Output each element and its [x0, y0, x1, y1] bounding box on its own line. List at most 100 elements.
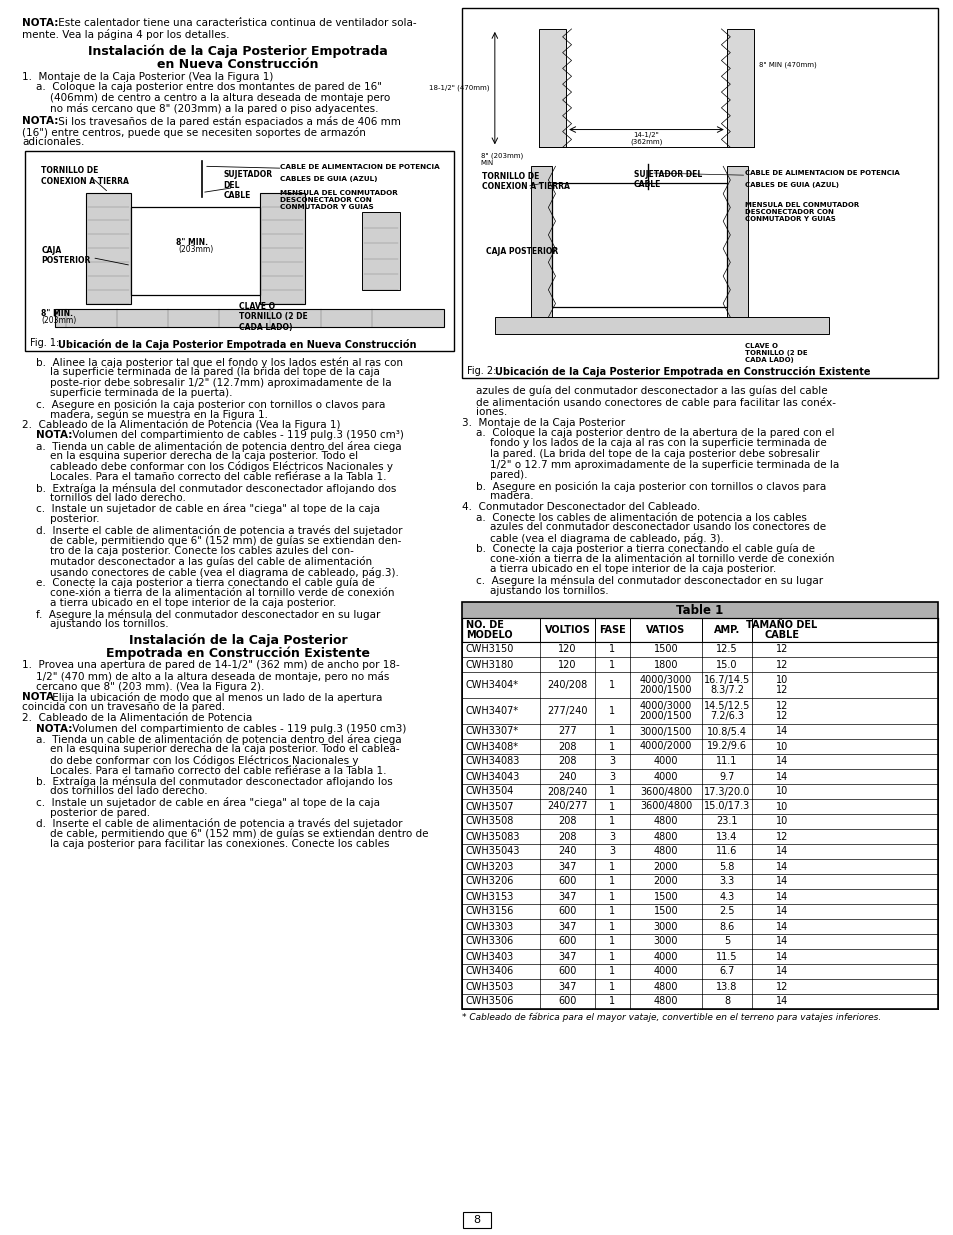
Text: 16.7/14.5
8.3/7.2: 16.7/14.5 8.3/7.2 [703, 674, 749, 695]
Text: coincida con un travesaño de la pared.: coincida con un travesaño de la pared. [22, 703, 225, 713]
Text: 240: 240 [558, 772, 577, 782]
Text: la superficie terminada de la pared (la brida del tope de la caja: la superficie terminada de la pared (la … [50, 367, 379, 377]
Text: a.  Tienda un cable de alimentación de potencia dentro del área ciega: a. Tienda un cable de alimentación de p… [36, 734, 401, 745]
Bar [461, 904, 937, 919]
Text: 4000: 4000 [653, 757, 678, 767]
Text: 2.  Cableado de la Alimentación de Potencia (Vea la Figura 1): 2. Cableado de la Alimentación de Poten… [22, 420, 340, 431]
Text: 4000/3000
2000/1500: 4000/3000 2000/1500 [639, 700, 692, 721]
Text: 8" MIN (470mm): 8" MIN (470mm) [758, 62, 816, 68]
Text: de alimentación usando conectores de cable para facilitar las conéx-: de alimentación usando conectores de ca… [476, 396, 835, 408]
Text: pared).: pared). [490, 471, 527, 480]
Text: CABLES DE GUIA (AZUL): CABLES DE GUIA (AZUL) [280, 177, 377, 182]
Bar [86, 193, 131, 304]
Text: 6.7: 6.7 [719, 967, 734, 977]
Text: 347: 347 [558, 921, 577, 931]
Text: Ubicación de la Caja Posterior Empotrada en Nueva Construcción: Ubicación de la Caja Posterior Empotrad… [58, 338, 416, 350]
Text: la pared. (La brida del tope de la caja posterior debe sobresalir: la pared. (La brida del tope de la caja … [490, 450, 819, 459]
Text: FASE: FASE [598, 625, 625, 635]
Text: 1: 1 [609, 921, 615, 931]
Text: 277/240: 277/240 [547, 706, 587, 716]
Text: CLAVE O
TORNILLO (2 DE
CADA LADO): CLAVE O TORNILLO (2 DE CADA LADO) [744, 342, 806, 363]
Bar [461, 784, 937, 799]
Text: en la esquina superior derecha de la caja posterior. Todo el cablea-: en la esquina superior derecha de la caj… [50, 745, 399, 755]
Text: VATIOS: VATIOS [646, 625, 685, 635]
Text: SUJETADOR
DEL
CABLE: SUJETADOR DEL CABLE [223, 170, 272, 200]
Text: CWH35043: CWH35043 [465, 846, 520, 857]
Text: 13.4: 13.4 [716, 831, 737, 841]
Text: (16") entre centros, puede que se necesiten soportes de armazón: (16") entre centros, puede que se necesi… [22, 126, 366, 137]
Text: CWH3408*: CWH3408* [465, 741, 518, 752]
Bar [538, 28, 566, 147]
Text: 14: 14 [775, 772, 787, 782]
Text: Volumen del compartimiento de cables - 119 pulg.3 (1950 cm³): Volumen del compartimiento de cables - 1… [69, 430, 403, 440]
Text: 4800: 4800 [653, 846, 678, 857]
Text: 17.3/20.0: 17.3/20.0 [703, 787, 749, 797]
Text: 1/2" o 12.7 mm aproximadamente de la superficie terminada de la: 1/2" o 12.7 mm aproximadamente de la sup… [490, 459, 839, 469]
Text: b.  Asegure en posición la caja posterior con tornillos o clavos para: b. Asegure en posición la caja posterio… [476, 480, 825, 492]
Text: 18-1/2" (470mm): 18-1/2" (470mm) [429, 85, 489, 91]
Text: CABLE DE ALIMENTACION DE POTENCIA: CABLE DE ALIMENTACION DE POTENCIA [744, 169, 899, 175]
Text: 4000/3000
2000/1500: 4000/3000 2000/1500 [639, 674, 692, 695]
Text: NOTA:: NOTA: [22, 116, 58, 126]
Text: NOTA:: NOTA: [36, 430, 72, 440]
Text: c.  Instale un sujetador de cable en área "ciega" al tope de la caja: c. Instale un sujetador de cable en áre… [36, 797, 379, 808]
Text: c.  Asegure la ménsula del conmutador desconectador en su lugar: c. Asegure la ménsula del conmutador de… [476, 576, 822, 585]
Text: 12
12: 12 12 [775, 700, 787, 721]
Text: f.  Asegure la ménsula del conmutador desconectador en su lugar: f. Asegure la ménsula del conmutador de… [36, 609, 380, 620]
Bar [495, 317, 828, 333]
Bar [461, 979, 937, 994]
Bar [461, 657, 937, 672]
Text: a tierra ubicado en el tope interior de la caja posterior.: a tierra ubicado en el tope interior de … [50, 598, 335, 608]
Text: CWH3306: CWH3306 [465, 936, 514, 946]
Text: Instalación de la Caja Posterior Empotrada: Instalación de la Caja Posterior Empotr… [88, 44, 388, 58]
Text: 4800: 4800 [653, 816, 678, 826]
Text: Si los travesaños de la pared están espaciados a más de 406 mm: Si los travesaños de la pared están esp… [55, 116, 400, 127]
Text: CAJA POSTERIOR: CAJA POSTERIOR [485, 247, 558, 256]
Text: CWH3406: CWH3406 [465, 967, 514, 977]
Text: madera.: madera. [490, 492, 533, 501]
Text: CLAVE O
TORNILLO (2 DE
CADA LADO): CLAVE O TORNILLO (2 DE CADA LADO) [239, 301, 308, 331]
Bar [461, 889, 937, 904]
Text: CWH3150: CWH3150 [465, 645, 514, 655]
Text: 14-1/2": 14-1/2" [633, 132, 659, 138]
Text: poste-rior debe sobresalir 1/2" (12.7mm) aproximadamente de la: poste-rior debe sobresalir 1/2" (12.7mm)… [50, 378, 392, 388]
Text: 12.5: 12.5 [716, 645, 737, 655]
Text: ajustando los tornillos.: ajustando los tornillos. [490, 585, 608, 595]
Text: 4000: 4000 [653, 967, 678, 977]
Text: e.  Conecte la caja posterior a tierra conectando el cable guía de: e. Conecte la caja posterior a tierra co… [36, 577, 375, 588]
Text: 1: 1 [609, 936, 615, 946]
Text: 10: 10 [775, 802, 787, 811]
Text: Elija la ubicación de modo que al menos un lado de la apertura: Elija la ubicación de modo que al menos… [49, 692, 382, 703]
Text: 3000: 3000 [653, 921, 678, 931]
Text: 2.  Cableado de la Alimentación de Potencia: 2. Cableado de la Alimentación de Poten… [22, 713, 252, 722]
Text: la caja posterior para facilitar las conexiones. Conecte los cables: la caja posterior para facilitar las con… [50, 839, 389, 848]
Text: CABLE DE ALIMENTACION DE POTENCIA: CABLE DE ALIMENTACION DE POTENCIA [280, 164, 439, 170]
Text: 3000/1500: 3000/1500 [639, 726, 692, 736]
Text: 19.2/9.6: 19.2/9.6 [706, 741, 746, 752]
Text: 23.1: 23.1 [716, 816, 737, 826]
Text: dos tornillos del lado derecho.: dos tornillos del lado derecho. [50, 787, 208, 797]
Text: NOTA:: NOTA: [36, 724, 72, 734]
Text: 347: 347 [558, 951, 577, 962]
Text: CWH3206: CWH3206 [465, 877, 514, 887]
Text: 10: 10 [775, 816, 787, 826]
Text: 14: 14 [775, 726, 787, 736]
Text: 10: 10 [775, 741, 787, 752]
Text: Este calentador tiene una característica continua de ventilador sola-: Este calentador tiene una característic… [55, 19, 416, 28]
Text: 208/240: 208/240 [547, 787, 587, 797]
Text: c.  Instale un sujetador de cable en área "ciega" al tope de la caja: c. Instale un sujetador de cable en áre… [36, 504, 379, 515]
Bar [530, 167, 552, 317]
Text: 3600/4800: 3600/4800 [639, 787, 691, 797]
Text: CWH3303: CWH3303 [465, 921, 514, 931]
Text: c.  Asegure en posición la caja posterior con tornillos o clavos para: c. Asegure en posición la caja posterio… [36, 399, 385, 410]
Text: a.  Conecte los cables de alimentación de potencia a los cables: a. Conecte los cables de alimentación d… [476, 513, 806, 522]
Text: 1: 1 [609, 645, 615, 655]
Text: 8" (203mm)
MIN: 8" (203mm) MIN [480, 153, 522, 167]
Text: 10
12: 10 12 [775, 674, 787, 695]
Text: adicionales.: adicionales. [22, 137, 84, 147]
Bar [461, 948, 937, 965]
Text: TORNILLO DE
CONEXION A TIERRA: TORNILLO DE CONEXION A TIERRA [482, 172, 570, 191]
Bar [461, 799, 937, 814]
Bar [461, 844, 937, 860]
Text: 1: 1 [609, 726, 615, 736]
